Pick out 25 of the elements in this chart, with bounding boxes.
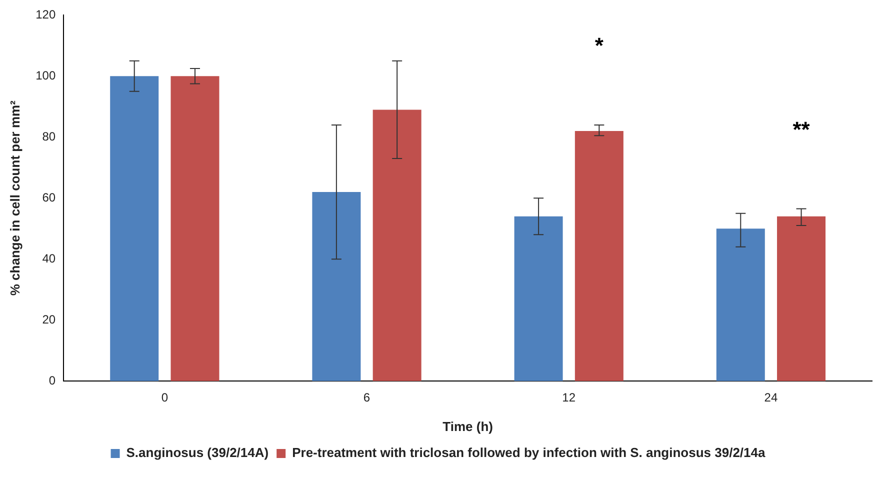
y-tick-label: 120: [36, 8, 56, 22]
bar: [312, 192, 361, 381]
bar: [170, 76, 220, 381]
x-axis-title: Time (h): [442, 418, 493, 434]
annotation: **: [792, 116, 810, 142]
bar: [716, 228, 765, 381]
y-tick-label: 100: [36, 68, 56, 82]
y-tick-label: 20: [42, 312, 56, 326]
x-tick-label: 0: [161, 390, 168, 405]
bar: [110, 76, 159, 381]
y-tick-label: 40: [42, 251, 56, 266]
y-axis-title: % change in cell count per mm²: [7, 100, 22, 296]
annotation: *: [594, 33, 604, 58]
legend-label: Pre-treatment with triclosan followed by infection with S. anginosus 39/2/14a: [292, 445, 766, 460]
y-tick-label: 60: [42, 190, 56, 204]
bar: [514, 216, 563, 381]
bar: [777, 216, 826, 381]
y-tick-label: 0: [48, 373, 56, 388]
bar: [574, 131, 624, 381]
x-tick-label: 24: [764, 390, 778, 405]
bar: [372, 110, 422, 381]
legend-label: S.anginosus (39/2/14A): [126, 445, 269, 460]
x-tick-label: 6: [363, 390, 370, 405]
x-tick-label: 12: [562, 390, 576, 405]
y-tick-label: 80: [42, 129, 56, 144]
